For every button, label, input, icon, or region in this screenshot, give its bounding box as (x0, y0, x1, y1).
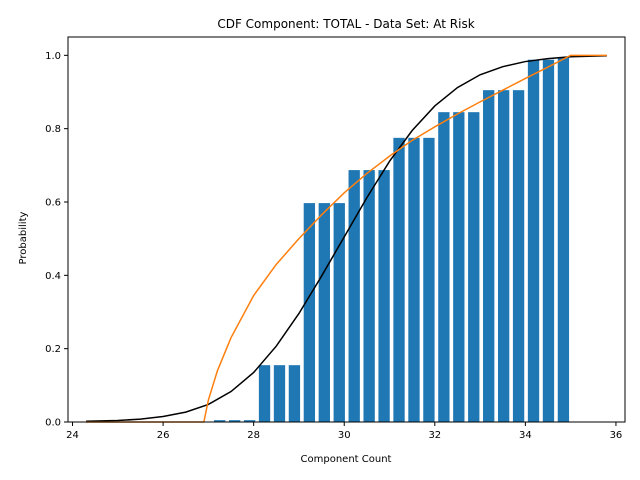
x-axis-ticks: 24 26 28 30 32 34 36 (66, 422, 622, 441)
bar (453, 112, 465, 423)
x-tick-label: 26 (157, 430, 170, 441)
bar (512, 90, 525, 423)
bar (243, 420, 256, 422)
x-tick-label: 36 (610, 430, 623, 441)
curve-series (86, 54, 607, 423)
plot-frame (67, 36, 626, 423)
y-tick-label: 0.6 (45, 198, 61, 209)
bar (303, 203, 316, 422)
bar (408, 137, 420, 423)
bar (378, 170, 390, 422)
chart-title: CDF Component: TOTAL - Data Set: At Risk (217, 17, 474, 31)
y-tick-label: 0.2 (45, 344, 61, 355)
bar (318, 203, 330, 422)
bar (527, 59, 540, 422)
fitted-cdf-line (86, 54, 607, 423)
y-tick-label: 0.8 (45, 124, 61, 135)
bar-series (214, 57, 570, 423)
bar (273, 365, 286, 422)
bar (258, 365, 271, 422)
bar (483, 90, 495, 423)
bar (214, 420, 226, 422)
x-tick-label: 28 (247, 430, 260, 441)
y-axis-label: Probability (18, 211, 29, 264)
x-tick-label: 32 (428, 430, 441, 441)
empirical-cdf-line (86, 54, 607, 423)
x-tick-label: 34 (519, 430, 532, 441)
bar (333, 203, 345, 422)
bar (228, 420, 241, 422)
bar (363, 170, 375, 422)
y-tick-label: 0.4 (45, 271, 61, 282)
y-tick-label: 1.0 (45, 51, 61, 62)
bar (557, 57, 570, 423)
x-tick-label: 24 (66, 430, 79, 441)
bar (497, 90, 510, 423)
bar (542, 59, 555, 422)
bar (288, 365, 301, 422)
x-axis-label: Component Count (301, 454, 392, 465)
y-tick-label: 0.0 (45, 418, 61, 429)
bar (393, 137, 405, 423)
bar (438, 112, 450, 423)
bar (423, 137, 435, 423)
x-tick-label: 30 (338, 430, 351, 441)
y-axis-ticks: 0.0 0.2 0.4 0.6 0.8 1.0 (45, 51, 68, 429)
bar (348, 170, 360, 422)
bar (468, 112, 480, 423)
